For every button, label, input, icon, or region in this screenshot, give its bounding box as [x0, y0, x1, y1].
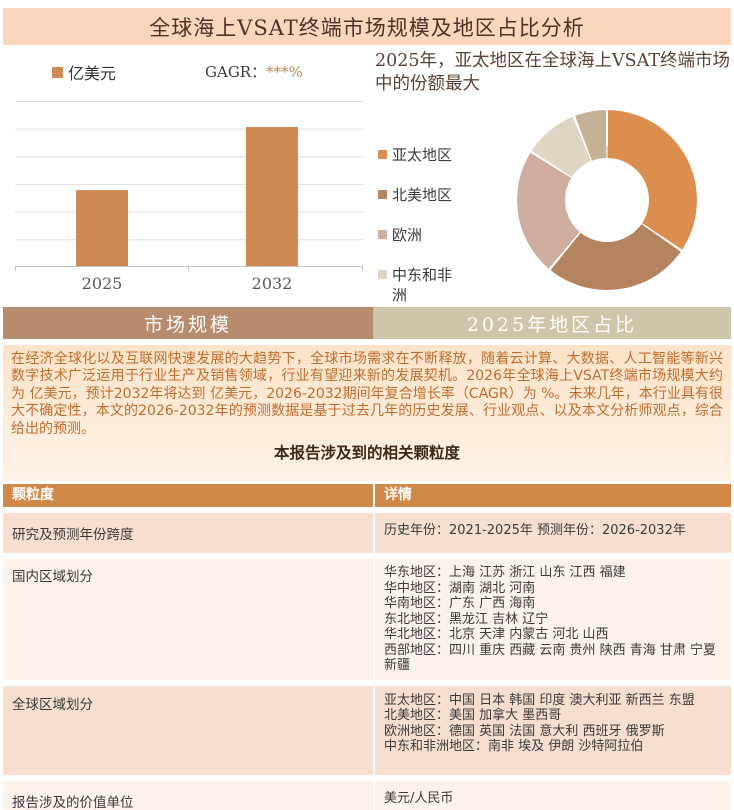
table-row: 研究及预测年份跨度 历史年份：2021-2025年 预测年份：2026-2032年 [3, 513, 731, 553]
table-row: 国内区域划分 华东地区：上海 江苏 浙江 山东 江西 福建 华中地区：湖南 湖北 河… [3, 559, 731, 680]
cagr-value: ***% [266, 63, 303, 81]
legend-item: 欧洲 [378, 225, 462, 245]
row-detail-cell: 华东地区：上海 江苏 浙江 山东 江西 福建 华中地区：湖南 湖北 河南 华南地区：… [375, 559, 731, 680]
donut-chart-title: 2025年，亚太地区在全球海上VSAT终端市场中的份额最大 [375, 51, 731, 94]
granularity-table: 颗粒度 详情 研究及预测年份跨度 历史年份：2021-2025年 预测年份：202… [3, 484, 731, 810]
legend-swatch-icon [378, 270, 387, 279]
charts-section: 亿美元 GAGR：***% 2025 2032 2025年，亚太地区在全球海上VS… [0, 45, 734, 305]
axis-tick [15, 267, 16, 271]
tab-region-share[interactable]: 2025年地区占比 [373, 307, 731, 339]
legend-swatch-icon [378, 150, 387, 159]
detail-line: 美元/人民币 [384, 790, 454, 806]
cagr-label: GAGR： [205, 63, 267, 81]
legend-item-label: 欧洲 [392, 226, 423, 244]
legend-item-label: 中东和非洲 [392, 266, 453, 304]
detail-line: 华北地区：北京 天津 内蒙古 河北 山西 [384, 627, 609, 642]
legend-item: 中东和非洲 [378, 265, 462, 305]
detail-line: 历史年份：2021-2025年 预测年份：2026-2032年 [384, 523, 686, 538]
table-row: 全球区域划分 亚太地区：中国 日本 韩国 印度 澳大利亚 新西兰 东盟 北美地区：美… [3, 685, 731, 775]
legend-item: 北美地区 [378, 185, 462, 205]
detail-line: 北美地区：美国 加拿大 墨西哥 [384, 708, 562, 723]
table-header-row: 颗粒度 详情 [3, 484, 731, 507]
row-detail-cell: 历史年份：2021-2025年 预测年份：2026-2032年 [375, 513, 731, 553]
legend-swatch-icon [378, 190, 387, 199]
legend-swatch-icon [52, 66, 63, 78]
page-title-band: 全球海上VSAT终端市场规模及地区占比分析 [3, 8, 731, 45]
summary-paragraph: 在经济全球化以及互联网快速发展的大趋势下，全球市场需求在不断释放，随着云计算、大… [11, 351, 723, 437]
bar-2025 [76, 190, 128, 266]
summary-panel: 在经济全球化以及互联网快速发展的大趋势下，全球市场需求在不断释放，随着云计算、大… [3, 345, 731, 481]
tab-market-size[interactable]: 市场规模 [3, 307, 373, 339]
axis-tick [362, 267, 363, 271]
legend-swatch-icon [378, 230, 387, 239]
page-title: 全球海上VSAT终端市场规模及地区占比分析 [149, 15, 585, 40]
row-detail-cell: 美元/人民币 [375, 780, 731, 810]
donut-chart [517, 110, 697, 290]
detail-line: 中东和非洲地区：南非 埃及 伊朗 沙特阿拉伯 [384, 739, 644, 754]
bar-legend-label: 亿美元 [68, 64, 117, 83]
row-label-cell: 国内区域划分 [3, 559, 373, 680]
table-body: 研究及预测年份跨度 历史年份：2021-2025年 预测年份：2026-2032年… [3, 513, 731, 810]
table-row: 报告涉及的价值单位 美元/人民币 [3, 780, 731, 810]
x-tick-label: 2032 [251, 274, 293, 293]
cagr-annotation: GAGR：***% [205, 61, 303, 82]
row-label-cell: 报告涉及的价值单位 [3, 780, 373, 810]
detail-line: 华南地区：广东 广西 海南 [384, 596, 536, 611]
detail-line: 华东地区：上海 江苏 浙江 山东 江西 福建 [384, 565, 626, 580]
row-label-cell: 全球区域划分 [3, 685, 373, 775]
detail-line: 亚太地区：中国 日本 韩国 印度 澳大利亚 新西兰 东盟 [384, 692, 695, 708]
legend-item-label: 北美地区 [392, 186, 453, 204]
table-header-granularity: 颗粒度 [3, 484, 373, 507]
detail-line: 东北地区：黑龙江 吉林 辽宁 [384, 611, 549, 627]
detail-line: 欧洲地区：德国 英国 法国 意大利 西班牙 俄罗斯 [384, 723, 665, 739]
axis-tick [188, 267, 189, 271]
table-caption: 本报告涉及到的相关颗粒度 [273, 444, 460, 463]
table-header-detail: 详情 [375, 484, 731, 507]
bar-chart-legend: 亿美元 [52, 60, 116, 84]
bar-chart-plot: 2025 2032 [15, 101, 363, 293]
x-tick-label: 2025 [81, 274, 123, 293]
legend-item: 亚太地区 [378, 145, 462, 165]
row-detail-cell: 亚太地区：中国 日本 韩国 印度 澳大利亚 新西兰 东盟 北美地区：美国 加拿大 … [375, 685, 731, 775]
detail-line: 西部地区：四川 重庆 西藏 云南 贵州 陕西 青海 甘肃 宁夏 新疆 [384, 642, 717, 674]
bar-2032 [246, 127, 298, 266]
section-tabs: 市场规模 2025年地区占比 [3, 307, 731, 339]
donut-chart-legend: 亚太地区北美地区欧洲中东和非洲 [378, 145, 462, 305]
detail-line: 华中地区：湖南 湖北 河南 [384, 580, 536, 596]
row-label-cell: 研究及预测年份跨度 [3, 513, 373, 553]
legend-item-label: 亚太地区 [392, 146, 453, 164]
